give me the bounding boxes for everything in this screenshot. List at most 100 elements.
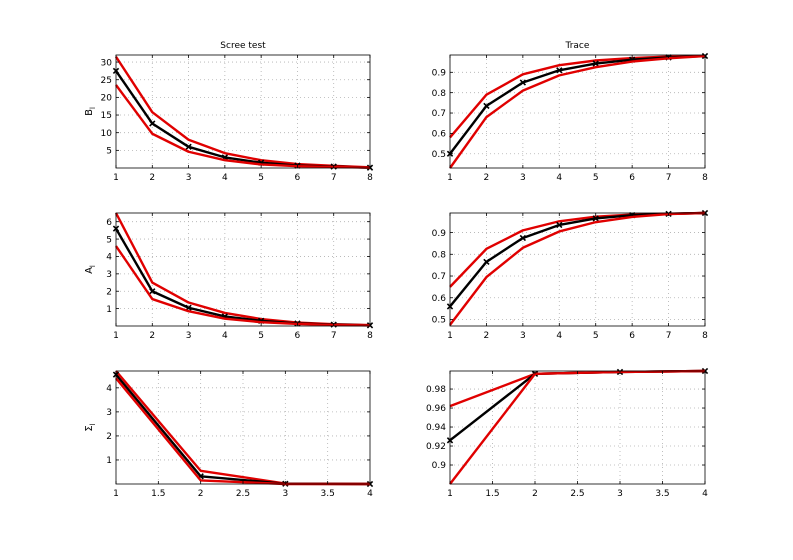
y-tick-label: 0.7: [432, 109, 446, 119]
chart-panel-3: 1 2 3 4 5 6 7 8 1 2 3 4 5 6 Al: [84, 212, 374, 341]
x-tick-label: 4: [367, 489, 373, 499]
data-point-marker: [149, 288, 156, 295]
x-tick-label: 1: [447, 331, 453, 341]
x-tick-label: 1: [447, 173, 453, 183]
x-tick-label: 4: [702, 489, 708, 499]
y-axis-label: Σl: [84, 423, 97, 431]
y-tick-label: 3: [106, 408, 112, 418]
marker-stroke: [185, 143, 192, 150]
x-tick-label: 4: [556, 173, 562, 183]
x-tick-label: 3: [520, 331, 526, 341]
data-point-marker: [185, 143, 192, 150]
chart-panel-1: 1 2 3 4 5 6 7 8 5 10 15 20 25 30 Scree test Bl: [84, 41, 374, 183]
y-tick-label: 0.5: [432, 150, 446, 160]
y-tick-label: 6: [106, 218, 112, 228]
plot-area: [116, 213, 370, 326]
marker-stroke: [556, 67, 563, 74]
y-tick-label: 0.6: [432, 130, 447, 140]
axes-frame: [115, 212, 371, 327]
x-tick-label: 2: [149, 173, 155, 183]
y-tick-label: 4: [106, 253, 112, 263]
x-tick-label: 3: [186, 331, 192, 341]
x-tick-label: 8: [702, 331, 708, 341]
x-tick-label: 3: [282, 489, 288, 499]
x-tick-label: 2: [484, 331, 490, 341]
y-tick-label: 10: [101, 129, 113, 139]
marker-stroke: [592, 215, 599, 222]
marker-stroke: [483, 258, 490, 266]
y-axis-label-main: Σ: [84, 425, 95, 431]
data-point-marker: [592, 60, 599, 67]
x-tick-label: 8: [367, 173, 373, 183]
x-tick-label: 3.5: [321, 489, 335, 499]
marker-stroke: [556, 221, 563, 229]
x-tick-label: 6: [295, 173, 301, 183]
chart-panel-4: 1 2 3 4 5 6 7 8 0.5 0.6 0.7 0.8 0.9: [432, 209, 709, 341]
x-tick-label: 5: [593, 173, 599, 183]
x-tick-label: 7: [331, 173, 337, 183]
x-tick-label: 2.5: [570, 489, 584, 499]
x-tick-label: 8: [367, 331, 373, 341]
y-axis-label-subscript: l: [89, 265, 97, 267]
y-tick-label: 0.6: [432, 294, 447, 304]
chart-panel-5: 1 1.5 2 2.5 3 3.5 4 1 2 3 4 Σl: [84, 370, 374, 499]
y-tick-label: 0.7: [432, 272, 446, 282]
y-tick-label: 5: [106, 235, 112, 245]
x-tick-label: 4: [222, 331, 228, 341]
x-tick-label: 8: [702, 173, 708, 183]
axes-frame: [449, 54, 706, 169]
y-axis-label-subscript: l: [89, 423, 97, 425]
x-tick-label: 1: [447, 489, 453, 499]
x-tick-label: 3: [186, 173, 192, 183]
axes-frame: [449, 212, 706, 327]
x-tick-label: 5: [258, 331, 264, 341]
x-tick-label: 3.5: [655, 489, 669, 499]
x-tick-label: 4: [222, 173, 228, 183]
x-tick-label: 1: [113, 331, 119, 341]
x-tick-label: 2: [484, 173, 490, 183]
axes-frame: [115, 54, 371, 169]
data-point-marker: [483, 258, 490, 266]
y-axis-label-main: B: [84, 109, 95, 116]
x-tick-label: 5: [593, 331, 599, 341]
plot-area: [450, 213, 705, 326]
y-tick-label: 4: [106, 384, 112, 394]
data-point-marker: [149, 120, 156, 127]
x-tick-label: 1: [113, 489, 119, 499]
y-axis-label-subscript: l: [89, 107, 97, 109]
y-tick-label: 0.94: [426, 423, 446, 433]
x-tick-label: 6: [629, 331, 635, 341]
x-tick-label: 2: [532, 489, 538, 499]
x-tick-label: 7: [666, 173, 672, 183]
marker-stroke: [519, 234, 527, 242]
x-tick-label: 1: [113, 173, 119, 183]
marker-stroke: [519, 79, 527, 86]
x-tick-label: 6: [295, 331, 301, 341]
data-point-marker: [592, 215, 599, 222]
chart-panel-2: 1 2 3 4 5 6 7 8 0.5 0.6 0.7 0.8 0.9 Trace: [432, 41, 709, 183]
data-point-marker: [556, 67, 563, 74]
y-tick-label: 5: [106, 147, 112, 157]
y-axis-label: Al: [84, 265, 97, 274]
x-tick-label: 2: [198, 489, 204, 499]
y-tick-label: 0.8: [432, 89, 447, 99]
y-tick-label: 0.9: [432, 69, 447, 79]
x-tick-label: 5: [258, 173, 264, 183]
x-tick-label: 3: [617, 489, 623, 499]
marker-stroke: [483, 102, 490, 110]
x-tick-label: 7: [666, 331, 672, 341]
data-point-marker: [483, 102, 490, 110]
series-line-lower: [115, 245, 371, 327]
y-tick-label: 0.92: [426, 442, 446, 452]
y-tick-label: 3: [106, 270, 112, 280]
chart-title: Scree test: [220, 41, 266, 51]
marker-stroke: [592, 60, 599, 67]
chart-panel-6: 1 1.5 2 2.5 3 3.5 4 0.9 0.92 0.94 0.96 0.98: [426, 367, 709, 499]
x-tick-label: 3: [520, 173, 526, 183]
series-line-lower: [115, 84, 371, 169]
plot-area: [116, 55, 370, 168]
x-tick-label: 4: [556, 331, 562, 341]
marker-stroke: [149, 288, 156, 295]
data-point-marker: [519, 234, 527, 242]
